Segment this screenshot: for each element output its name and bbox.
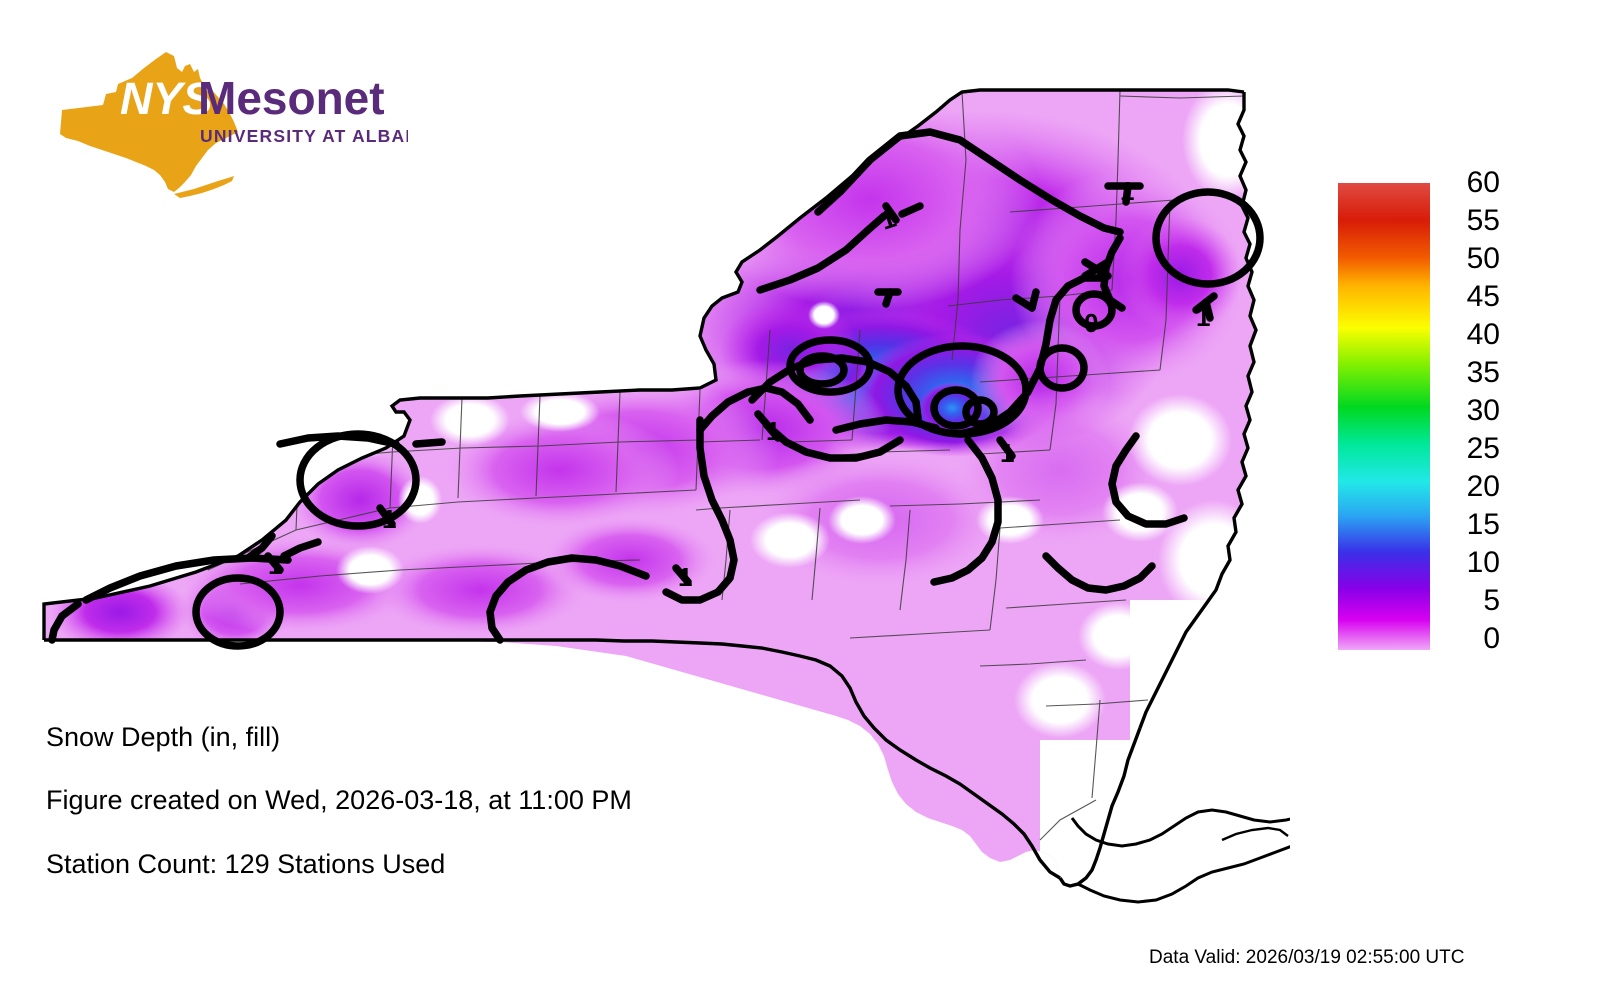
- logo-nys-text: NYS: [120, 73, 213, 124]
- contour-labels: 1 1 1 0 1 1 1 1 1: [268, 176, 1210, 592]
- colorbar-tick: 50: [1466, 242, 1500, 275]
- colorbar-tick: 25: [1466, 432, 1500, 465]
- svg-text:1: 1: [1196, 302, 1210, 332]
- colorbar-tick: 40: [1466, 318, 1500, 351]
- state-outline: [42, 88, 1290, 904]
- logo-mesonet-text: Mesonet: [198, 72, 385, 124]
- svg-text:1: 1: [382, 504, 396, 534]
- station-count-text: Station Count: 129 Stations Used: [46, 849, 446, 879]
- colorbar-tick: 45: [1466, 280, 1500, 313]
- colorbar-tick: 30: [1466, 394, 1500, 427]
- colorbar-tick: 15: [1466, 508, 1500, 541]
- svg-text:1: 1: [1120, 176, 1134, 206]
- figure-title: Snow Depth (in, fill): [46, 722, 281, 752]
- svg-text:1: 1: [1000, 438, 1014, 468]
- ny-state-silhouette-icon: [60, 52, 238, 198]
- svg-text:0: 0: [1084, 308, 1098, 338]
- colorbar-gradient: [1338, 183, 1430, 650]
- snow-depth-fill-layer: [44, 90, 1256, 886]
- colorbar-tick-labels: 60 55 50 45 40 35 30 25 20 15 10 5 0: [1438, 168, 1548, 658]
- colorbar-tick: 10: [1466, 546, 1500, 579]
- svg-text:1: 1: [766, 416, 780, 446]
- figure-created-text: Figure created on Wed, 2026-03-18, at 11…: [46, 785, 632, 815]
- data-valid-text: Data Valid: 2026/03/19 02:55:00 UTC: [1149, 947, 1465, 968]
- nys-mesonet-logo: NYS Mesonet UNIVERSITY AT ALBANY: [48, 42, 408, 202]
- snow-depth-map: 1 1 1 0 1 1 1 1 1: [42, 88, 1290, 904]
- snow-depth-contours: [48, 128, 1264, 650]
- colorbar-tick: 60: [1466, 166, 1500, 199]
- svg-text:1: 1: [678, 562, 692, 592]
- svg-text:1: 1: [268, 550, 282, 580]
- colorbar: 60 55 50 45 40 35 30 25 20 15 10 5 0: [1338, 168, 1588, 658]
- colorbar-tick: 35: [1466, 356, 1500, 389]
- colorbar-tick: 0: [1483, 622, 1500, 655]
- colorbar-tick: 20: [1466, 470, 1500, 503]
- colorbar-tick: 5: [1483, 584, 1500, 617]
- colorbar-tick: 55: [1466, 204, 1500, 237]
- logo-subtitle-text: UNIVERSITY AT ALBANY: [200, 126, 408, 146]
